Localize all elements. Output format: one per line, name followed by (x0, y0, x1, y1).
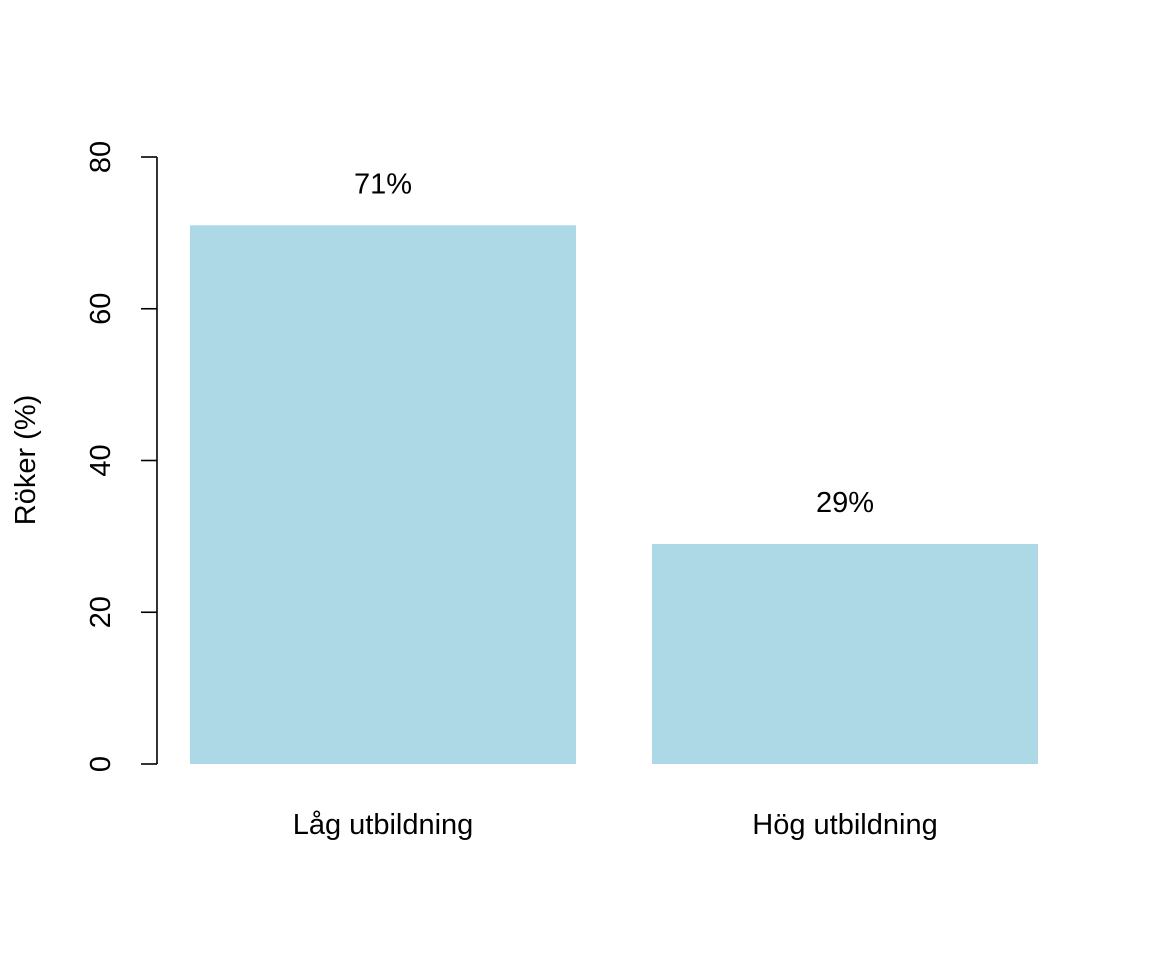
y-tick-label: 60 (85, 293, 117, 325)
bar-hog-utbildning (652, 543, 1038, 764)
x-category-label: Låg utbildning (293, 809, 474, 841)
y-tick-label: 0 (85, 756, 117, 772)
y-tick-label: 40 (85, 444, 117, 476)
y-tick-label: 80 (85, 141, 117, 173)
data-label: 29% (816, 487, 874, 519)
bar-lag-utbildning (190, 225, 576, 765)
y-axis: 0 20 40 60 80 (85, 141, 158, 772)
bars-group (190, 225, 1038, 765)
x-axis-labels: Låg utbildning Hög utbildning (293, 809, 938, 841)
y-axis-title: Röker (%) (10, 395, 42, 526)
y-tick-label: 20 (85, 596, 117, 628)
x-category-label: Hög utbildning (752, 809, 937, 841)
data-labels-group: 71% 29% (354, 168, 874, 519)
data-label: 71% (354, 168, 412, 200)
